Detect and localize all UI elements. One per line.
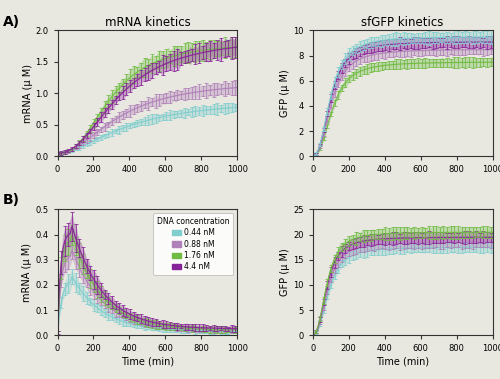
Y-axis label: mRNA (μ M): mRNA (μ M) xyxy=(22,243,32,302)
Title: mRNA kinetics: mRNA kinetics xyxy=(104,16,190,29)
Y-axis label: GFP (μ M): GFP (μ M) xyxy=(280,249,290,296)
Y-axis label: GFP (μ M): GFP (μ M) xyxy=(280,69,290,117)
Text: B): B) xyxy=(2,193,20,207)
Y-axis label: mRNA (μ M): mRNA (μ M) xyxy=(22,64,32,123)
Title: sfGFP kinetics: sfGFP kinetics xyxy=(362,16,444,29)
X-axis label: Time (min): Time (min) xyxy=(121,356,174,366)
Legend: 0.44 nM, 0.88 nM, 1.76 nM, 4.4 nM: 0.44 nM, 0.88 nM, 1.76 nM, 4.4 nM xyxy=(154,213,234,275)
Text: A): A) xyxy=(2,15,20,29)
X-axis label: Time (min): Time (min) xyxy=(376,356,429,366)
